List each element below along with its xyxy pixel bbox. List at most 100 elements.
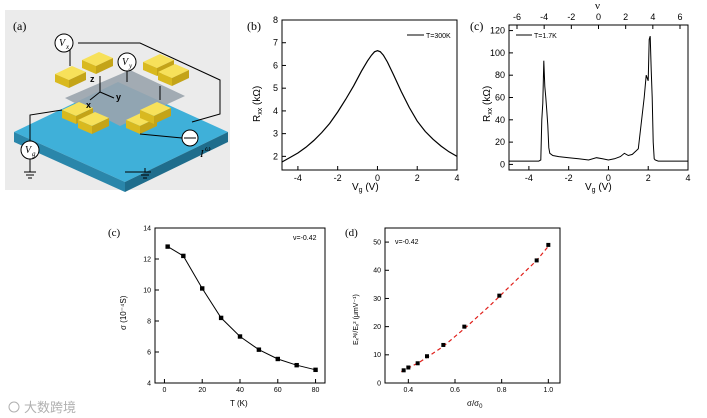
device-schematic: V x V y V g I ω z x y — [5, 10, 230, 192]
data-point — [425, 354, 429, 359]
x-tick-label: 2 — [646, 173, 651, 183]
y-tick-label: 80 — [495, 70, 505, 80]
panel-label-c-bottom: (c) — [108, 227, 121, 239]
gold-contact — [82, 52, 113, 74]
top-tick-label: -6 — [513, 12, 521, 22]
y-tick-label: 0 — [377, 380, 381, 387]
chart-c-bottom-points — [165, 244, 318, 373]
y-tick-label: 6 — [273, 60, 278, 70]
top-tick-label: -4 — [540, 12, 548, 22]
y-tick-label: 8 — [147, 318, 151, 325]
y-tick-label: 30 — [373, 296, 381, 303]
data-point — [406, 365, 411, 370]
data-point — [415, 361, 420, 366]
circuit-wires — [29, 42, 221, 173]
data-point — [462, 324, 467, 329]
data-point — [256, 347, 262, 352]
top-tick-label: 6 — [677, 12, 682, 22]
x-tick-label: -4 — [525, 173, 533, 183]
chart-b-legend-label: T=300K — [426, 33, 451, 40]
watermark: 大数跨境 — [8, 400, 76, 415]
chart-d-ylabel: Eₓ²ᵠ/Eₓ² (μmV⁻¹) — [353, 294, 360, 345]
chart-c-top-nu-label: ν — [595, 0, 600, 12]
y-tick-label: 12 — [143, 256, 151, 263]
chart-d-xlabel: σ/σ0 — [467, 399, 483, 410]
data-point — [546, 242, 551, 247]
x-tick-label: 60 — [274, 387, 282, 394]
current-label: I — [199, 148, 205, 160]
watermark-text: 大数跨境 — [24, 400, 76, 415]
y-tick-label: 14 — [143, 225, 151, 232]
data-point — [165, 244, 170, 249]
x-tick-label: 0 — [162, 387, 166, 394]
x-tick-label: -2 — [334, 173, 342, 183]
data-point — [275, 356, 280, 362]
x-tick-label: 0.8 — [497, 387, 507, 394]
chart-d-ticks: 0.4 0.6 0.8 1.0 0 10 20 30 40 50 — [373, 239, 553, 394]
chart-b-ylabel: Rxx (kΩ) — [252, 86, 264, 122]
data-point — [313, 367, 318, 373]
y-tick-label: 5 — [273, 83, 278, 93]
data-point — [534, 258, 539, 263]
data-point — [218, 315, 224, 321]
y-tick-label: 7 — [273, 38, 278, 48]
chart-b-series-line — [281, 50, 458, 163]
data-point — [294, 362, 299, 368]
axis-z-label: z — [90, 74, 95, 84]
ground-symbol — [24, 171, 36, 179]
y-tick-label: 8 — [273, 15, 278, 25]
data-point — [401, 368, 406, 373]
top-tick-label: -2 — [567, 12, 575, 22]
y-tick-label: 2 — [273, 151, 278, 161]
x-tick-label: 2 — [415, 173, 420, 183]
axis-x-label: x — [86, 100, 91, 110]
x-tick-label: 40 — [236, 387, 244, 394]
chart-c-top-xlabel: Vg (V) — [585, 182, 612, 194]
vg-label: V — [25, 145, 33, 156]
vy-label: V — [122, 57, 130, 68]
x-tick-label: 0 — [606, 173, 611, 183]
x-tick-label: -4 — [294, 173, 302, 183]
chart-b-ticks: -4 -2 0 2 4 2 3 4 5 6 7 8 — [273, 15, 460, 183]
y-tick-label: 6 — [147, 349, 151, 356]
y-tick-label: 50 — [373, 239, 381, 246]
y-tick-label: 10 — [373, 352, 381, 359]
gate-voltage-source: V g — [20, 140, 40, 160]
y-tick-label: 20 — [373, 324, 381, 331]
substrate-left-side — [14, 132, 125, 192]
panel-label-a: (a) — [13, 19, 26, 33]
data-point — [181, 253, 186, 259]
chart-c-bottom-xlabel: T (K) — [230, 399, 248, 408]
y-tick-label: 60 — [495, 93, 505, 103]
x-tick-label: 4 — [685, 173, 690, 183]
data-point — [441, 342, 446, 347]
y-tick-label: 40 — [495, 115, 505, 125]
chart-d: 0.4 0.6 0.8 1.0 0 10 20 30 40 50 ν=-0.42 σ/σ0 Eₓ²… — [353, 227, 561, 410]
x-tick-label: 0.6 — [450, 387, 460, 394]
panel-label-d: (d) — [345, 227, 358, 239]
chart-c-bottom: 0 20 40 60 80 4 6 8 10 12 14 ν=-0.42 T (K) σ (10⁻⁴… — [119, 225, 326, 408]
vx-label: V — [59, 38, 67, 49]
chart-c-top-frame — [508, 24, 689, 171]
x-tick-label: 4 — [454, 173, 459, 183]
vy-subscript: y — [128, 62, 133, 70]
panel-label-b: (b) — [247, 19, 261, 33]
chart-b: -4 -2 0 2 4 2 3 4 5 6 7 8 T=300K Vg (V) Rxx (kΩ) — [252, 15, 460, 194]
x-tick-label: 1.0 — [543, 387, 553, 394]
chart-c-bottom-series-line — [167, 246, 316, 371]
current-source: I ω — [181, 129, 211, 160]
gold-contact — [140, 102, 171, 124]
vx-subscript: x — [65, 43, 70, 51]
axis-y-label: y — [116, 92, 121, 102]
substrate-top — [14, 82, 228, 182]
chart-c-top-series-line — [509, 36, 688, 162]
data-point — [200, 286, 205, 291]
data-point — [237, 334, 243, 339]
watermark-logo-icon — [8, 401, 20, 413]
voltmeter-vx: V x — [54, 33, 74, 53]
x-tick-label: 20 — [198, 387, 206, 394]
y-tick-label: 4 — [273, 106, 278, 116]
y-tick-label: 20 — [495, 137, 505, 147]
